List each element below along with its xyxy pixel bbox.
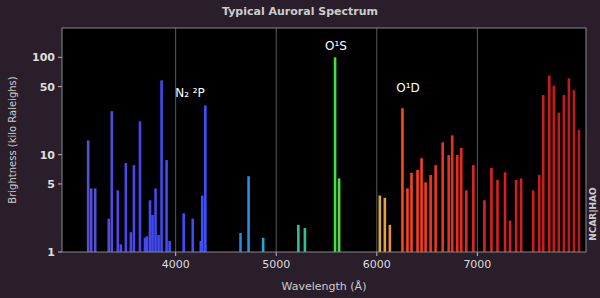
spectral-line (87, 140, 90, 252)
tick-mark (276, 252, 277, 256)
background (0, 0, 600, 298)
y-tick-label: 5 (47, 178, 55, 191)
chart: 4000 5000 6000 7000 1 5 10 50 100 N₂ ²P O¹S O¹D Typi… (0, 0, 600, 298)
lines-group (87, 57, 580, 252)
y-tick-label: 1 (47, 246, 55, 259)
spectral-line (420, 158, 423, 252)
y-axis-label: Brightness (kilo Raleighs) (7, 76, 18, 203)
spectral-line (558, 113, 561, 252)
spectral-line (297, 225, 300, 252)
annotation: O¹D (396, 81, 420, 95)
spectral-line (504, 172, 507, 252)
spectral-line (133, 165, 136, 252)
spectral-line (334, 57, 337, 252)
spectral-line (496, 180, 499, 252)
grid-line (376, 28, 377, 252)
spectral-line (94, 188, 97, 252)
y-tick-label: 10 (40, 149, 56, 162)
spectral-line (239, 233, 242, 252)
x-axis-label: Wavelength (Å) (282, 280, 367, 293)
annotation: N₂ ²P (175, 86, 205, 100)
spectral-line (441, 142, 444, 252)
x-tick-label: 6000 (363, 258, 391, 271)
spectral-line (160, 80, 163, 252)
spectral-line (542, 95, 545, 252)
spectral-line (548, 76, 551, 252)
x-tick-label: 7000 (463, 258, 491, 271)
tick-mark (58, 154, 62, 155)
grid-line (477, 28, 478, 252)
spectral-line (149, 200, 152, 252)
spectral-line (465, 190, 468, 252)
spectral-line (338, 178, 341, 252)
spectral-line (168, 241, 171, 252)
spectral-line (578, 130, 581, 252)
spectral-line (139, 121, 142, 252)
tick-mark (58, 252, 62, 253)
spectral-line (146, 236, 149, 252)
tick-mark (58, 183, 62, 184)
x-tick-label: 4000 (162, 258, 190, 271)
spectral-line (90, 188, 93, 252)
spectral-line (451, 135, 454, 252)
x-tick-label: 5000 (262, 258, 290, 271)
spectral-line (553, 86, 556, 252)
spectral-line (573, 90, 576, 252)
spectral-line (472, 165, 475, 252)
spectral-line (410, 173, 413, 252)
spectral-line (509, 221, 512, 252)
spectral-line (563, 95, 566, 252)
plot-area (62, 28, 586, 252)
grid-line (175, 28, 176, 252)
spectral-line (384, 198, 387, 252)
spectral-line (201, 196, 204, 252)
tick-mark (477, 252, 478, 256)
spectral-line (151, 215, 154, 252)
spectral-line (154, 188, 157, 252)
spectral-line (262, 238, 265, 252)
spectral-line (424, 182, 427, 252)
spectral-line (483, 200, 486, 252)
spectral-line (447, 155, 450, 252)
y-tick-label: 100 (32, 51, 55, 64)
spectral-line (490, 168, 493, 252)
spectral-line (157, 235, 160, 252)
spectral-line (434, 165, 437, 252)
spectral-line (120, 244, 123, 252)
spectral-line (538, 175, 541, 252)
spectral-line (429, 175, 432, 252)
spectral-line (401, 108, 404, 252)
spectral-line (568, 78, 571, 252)
spectral-line (130, 232, 133, 252)
spectral-line (389, 225, 392, 252)
spectral-line (191, 219, 194, 252)
credit: NCAR|HAO (588, 187, 598, 241)
plot-frame (62, 28, 586, 252)
annotation: O¹S (325, 39, 347, 53)
spectral-line (247, 176, 250, 252)
grid-line (276, 28, 277, 252)
spectral-line (532, 190, 535, 252)
spectral-line (520, 178, 523, 252)
spectral-line (460, 148, 463, 252)
spectral-line (379, 196, 382, 252)
spectral-line (117, 190, 120, 252)
spectral-line (515, 180, 518, 252)
spectral-line (165, 160, 168, 252)
title: Typical Auroral Spectrum (222, 5, 378, 18)
spectral-line (182, 213, 185, 252)
tick-mark (58, 57, 62, 58)
spectral-line (204, 105, 207, 252)
tick-mark (58, 86, 62, 87)
spectral-line (107, 219, 110, 252)
spectral-line (304, 228, 307, 252)
spectral-line (125, 163, 128, 252)
tick-mark (376, 252, 377, 256)
spectral-line (406, 188, 409, 252)
spectral-line (456, 155, 459, 252)
spectral-line (416, 170, 419, 252)
tick-mark (175, 252, 176, 256)
y-tick-label: 50 (40, 81, 56, 94)
spectral-line (110, 111, 113, 252)
